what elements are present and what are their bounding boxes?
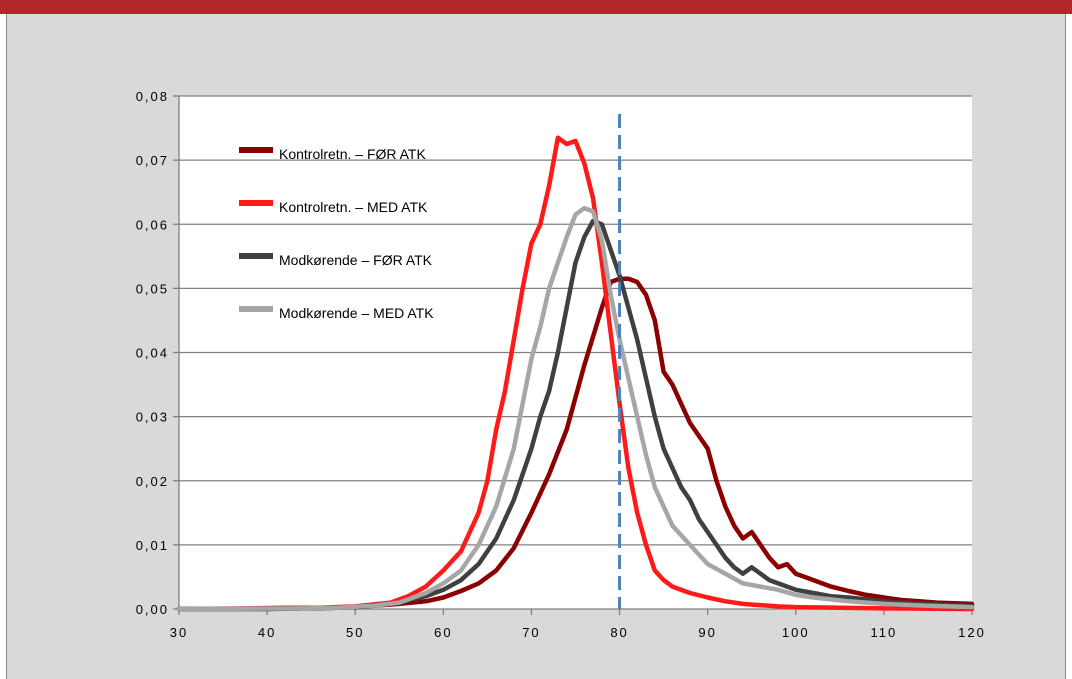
x-tick-label: 70 [522,625,540,640]
y-tick-label: 0,08 [136,89,169,104]
x-tick-label: 60 [434,625,452,640]
series-lines [176,135,975,612]
x-tick-label: 120 [958,625,986,640]
y-tick-label: 0,02 [136,474,169,489]
legend-label-3: Modkørende – FØR ATK [279,252,433,268]
legend-label-1: Kontrolretn. – FØR ATK [279,146,426,162]
x-tick-label: 100 [782,625,810,640]
y-tick-label: 0,05 [136,281,169,296]
legend-label-2: Kontrolretn. – MED ATK [279,199,428,215]
x-tick-label: 30 [170,625,188,640]
y-tick-label: 0,07 [136,153,169,168]
y-tick-label: 0,06 [136,217,169,232]
legend: Kontrolretn. – FØR ATK Kontrolretn. – MED… [239,146,434,321]
header-bar [0,0,1072,14]
series-line-1 [176,276,975,612]
chart-panel: 0,00 0,01 0,02 0,03 0,04 0,05 0,06 0,07 0,08 30 4… [6,14,1066,679]
y-axis-ticks: 0,00 0,01 0,02 0,03 0,04 0,05 0,06 0,07 0,08 [136,89,179,617]
y-tick-label: 0,03 [136,410,169,425]
series-line-3 [176,218,975,612]
x-tick-label: 80 [610,625,628,640]
x-tick-label: 110 [871,625,898,640]
x-tick-label: 40 [258,625,276,640]
y-tick-label: 0,01 [136,538,169,553]
series-line-2 [176,135,975,612]
legend-label-4: Modkørende – MED ATK [279,305,434,321]
y-tick-label: 0,04 [136,346,169,361]
x-tick-label: 90 [698,625,716,640]
line-chart: 0,00 0,01 0,02 0,03 0,04 0,05 0,06 0,07 0,08 30 4… [136,89,986,640]
series-line-4 [176,205,975,612]
y-tick-label: 0,00 [136,602,169,617]
x-axis-ticks: 30 40 50 60 70 80 90 100 110 120 [170,609,986,640]
x-tick-label: 50 [346,625,364,640]
